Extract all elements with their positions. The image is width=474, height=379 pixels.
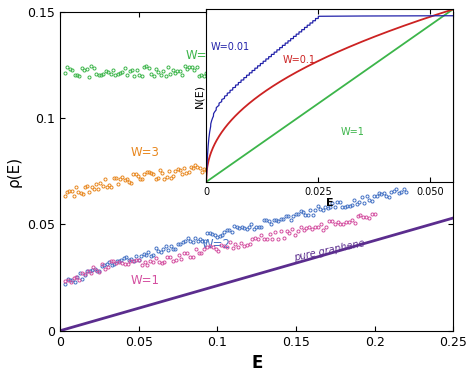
X-axis label: E: E [326,198,333,208]
Y-axis label: N(E): N(E) [195,84,205,108]
Text: W=0.1: W=0.1 [283,55,315,65]
Text: W=3: W=3 [131,146,160,160]
Text: W=0.01: W=0.01 [210,42,250,52]
Y-axis label: ρ(E): ρ(E) [7,156,22,187]
Text: W=2: W=2 [202,238,231,251]
Text: pure graphene: pure graphene [293,238,365,263]
X-axis label: E: E [251,354,263,372]
Text: W=5: W=5 [186,49,215,62]
Text: W=1: W=1 [131,274,160,287]
Text: W=1: W=1 [341,127,365,137]
